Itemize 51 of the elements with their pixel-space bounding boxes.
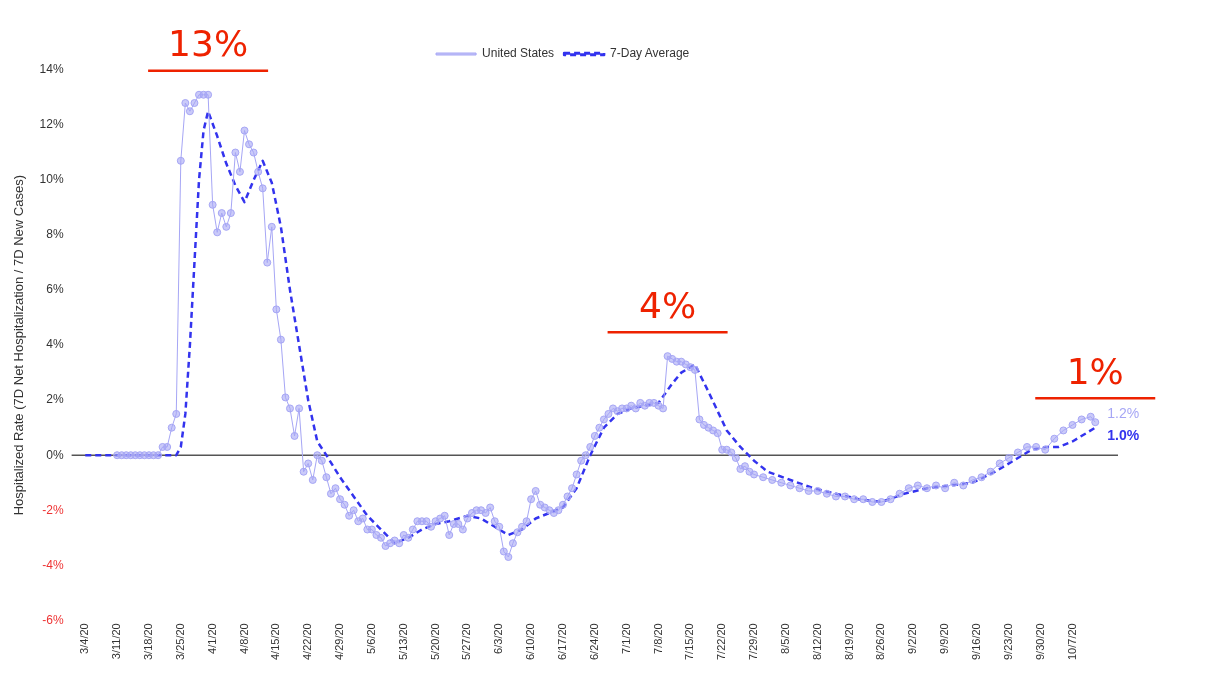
x-tick-label: 9/23/20: [1001, 623, 1014, 660]
y-tick-label: 10%: [39, 172, 64, 187]
x-tick-label: 7/8/20: [651, 623, 664, 654]
x-tick-label: 3/4/20: [78, 623, 91, 654]
x-tick-label: 4/29/20: [333, 623, 346, 660]
annotation: 4%: [639, 284, 697, 326]
x-tick-label: 4/22/20: [301, 623, 314, 660]
y-tick-label: 14%: [39, 62, 64, 77]
x-tick-label: 7/15/20: [683, 623, 696, 660]
x-tick-label: 6/3/20: [492, 623, 505, 654]
data-label: 1.2%: [1107, 405, 1140, 422]
x-tick-label: 7/22/20: [715, 623, 728, 660]
x-tick-label: 8/5/20: [778, 623, 791, 654]
y-tick-label: 4%: [46, 337, 64, 352]
x-tick-label: 6/17/20: [555, 623, 568, 660]
x-tick-label: 9/30/20: [1033, 623, 1046, 660]
annotation: 1%: [1066, 350, 1124, 392]
x-tick-label: 3/25/20: [173, 623, 186, 660]
annotation: 13%: [168, 23, 249, 65]
data-label: 1.0%: [1107, 426, 1140, 443]
x-tick-label: 6/10/20: [524, 623, 537, 660]
x-tick-label: 5/20/20: [428, 623, 441, 660]
x-tick-label: 9/16/20: [970, 623, 982, 660]
x-tick-label: 5/13/20: [396, 623, 409, 660]
x-tick-label: 3/18/20: [141, 623, 154, 660]
x-tick-label: 4/15/20: [269, 623, 282, 660]
x-tick-label: 10/7/20: [1065, 623, 1078, 660]
x-tick-label: 7/1/20: [619, 623, 632, 654]
x-tick-label: 4/8/20: [237, 623, 250, 654]
x-tick-label: 5/27/20: [460, 623, 473, 660]
y-tick-label: 8%: [46, 227, 64, 242]
legend-label: United States: [482, 46, 555, 61]
x-tick-label: 9/9/20: [938, 623, 951, 654]
y-axis-title: Hospitalized Rate (7D Net Hospitalization / 7D New Cases): [11, 174, 27, 516]
y-tick-label: -6%: [42, 612, 64, 627]
y-tick-label: -4%: [42, 557, 64, 572]
y-tick-label: 12%: [39, 117, 64, 132]
legend-label: 7-Day Average: [610, 46, 690, 61]
y-tick-label: 6%: [46, 282, 64, 297]
x-tick-label: 9/2/20: [906, 623, 919, 654]
x-tick-label: 8/12/20: [810, 623, 823, 660]
x-tick-label: 4/1/20: [205, 623, 218, 654]
y-tick-label: 0%: [46, 447, 64, 462]
y-tick-label: 2%: [46, 392, 64, 407]
x-tick-label: 6/24/20: [587, 623, 600, 660]
y-tick-label: -2%: [42, 502, 64, 517]
x-tick-label: 8/19/20: [842, 623, 855, 660]
x-tick-label: 3/11/20: [110, 623, 123, 660]
x-tick-label: 5/6/20: [364, 623, 377, 654]
x-tick-label: 8/26/20: [874, 623, 887, 660]
x-tick-label: 7/29/20: [747, 623, 760, 660]
